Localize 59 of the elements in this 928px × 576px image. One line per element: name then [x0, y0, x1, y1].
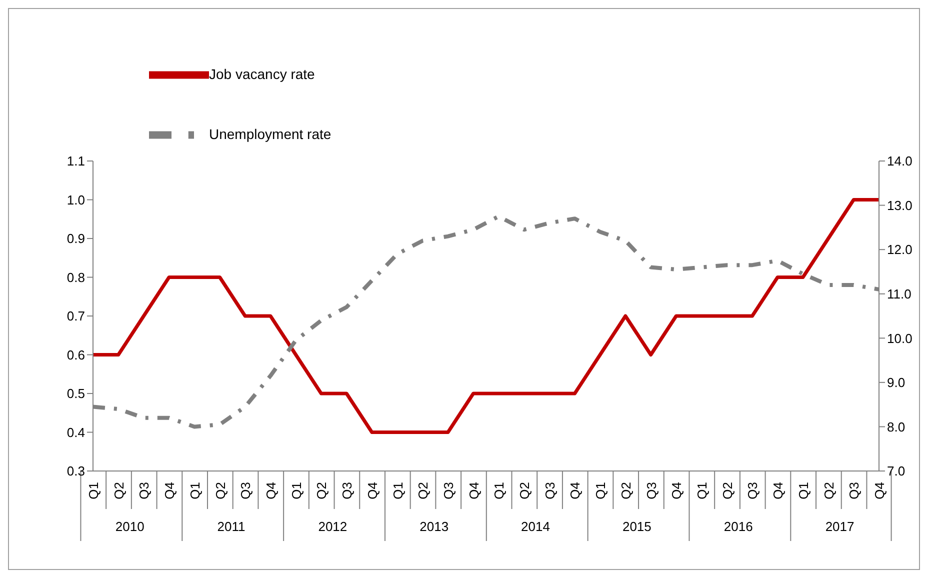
text: 2011	[217, 519, 246, 534]
x-tick-label: Q1	[187, 482, 202, 500]
y-tick-label: 0.6	[66, 347, 85, 362]
legend-label: Unemployment rate	[209, 126, 332, 142]
text: 2017	[825, 519, 854, 534]
y2-tick-label: 10.0	[887, 330, 912, 346]
x-tick-label: Q3	[238, 482, 254, 500]
x-tick-label: Q1	[390, 482, 406, 500]
x-tick-label: Q2	[821, 482, 836, 500]
x-tick-label: Q1	[796, 482, 811, 500]
x-tick-label: Q3	[846, 482, 862, 500]
y-tick-label: 1.0	[66, 192, 85, 208]
x-tick-label: Q3	[644, 482, 659, 500]
x-tick-label: Q4	[872, 482, 887, 500]
x-tick-label: Q4	[669, 482, 684, 500]
y-tick-label: 1.1	[66, 154, 85, 169]
y2-tick-label: 8.0	[887, 419, 906, 434]
x-tick-label: Q2	[314, 482, 330, 500]
text: 2013	[420, 519, 449, 534]
y-tick-label: 0.8	[66, 270, 85, 285]
x-tick-label: Q4	[568, 482, 583, 500]
x-tick-label: Q1	[288, 482, 304, 500]
x-tick-label: Q3	[542, 482, 558, 500]
x-tick-label: Q1	[86, 482, 101, 500]
x-tick-label: Q2	[720, 482, 735, 500]
y2-tick-label: 9.0	[887, 375, 906, 390]
x-tick-label: Q3	[136, 482, 152, 500]
x-tick-label: Q1	[694, 482, 710, 500]
y-tick-label: 0.9	[66, 231, 85, 246]
y-tick-label: 0.4	[66, 424, 85, 440]
x-tick-label: Q2	[212, 482, 228, 500]
y2-tick-label: 12.0	[887, 242, 912, 258]
x-tick-label: Q1	[593, 482, 608, 500]
x-tick-label: Q2	[111, 482, 126, 500]
text: 2010	[115, 519, 144, 534]
y-tick-label: 0.5	[66, 386, 85, 402]
text: 2016	[724, 519, 753, 534]
x-tick-label: Q3	[745, 482, 760, 500]
x-tick-label: Q4	[364, 482, 380, 500]
y2-tick-label: 14.0	[887, 154, 912, 169]
y-tick-label: 0.3	[66, 464, 85, 479]
y2-tick-label: 13.0	[887, 198, 912, 213]
x-tick-label: Q1	[492, 482, 507, 500]
y-tick-label: 0.7	[66, 308, 85, 324]
x-tick-label: Q2	[618, 482, 634, 500]
y2-tick-label: 7.0	[887, 464, 906, 479]
x-tick-label: Q2	[517, 482, 532, 500]
x-tick-label: Q4	[162, 482, 178, 500]
x-tick-label: Q4	[466, 482, 482, 500]
y2-tick-label: 11.0	[887, 286, 912, 302]
text: 2015	[622, 519, 652, 534]
x-tick-label: Q4	[770, 482, 786, 500]
x-tick-label: Q3	[340, 482, 355, 500]
x-tick-label: Q2	[416, 482, 431, 500]
text: 2012	[318, 519, 348, 534]
x-tick-label: Q4	[263, 482, 278, 500]
legend-label: Job vacancy rate	[209, 66, 315, 82]
text: 2014	[521, 519, 550, 534]
x-tick-label: Q3	[440, 482, 456, 500]
